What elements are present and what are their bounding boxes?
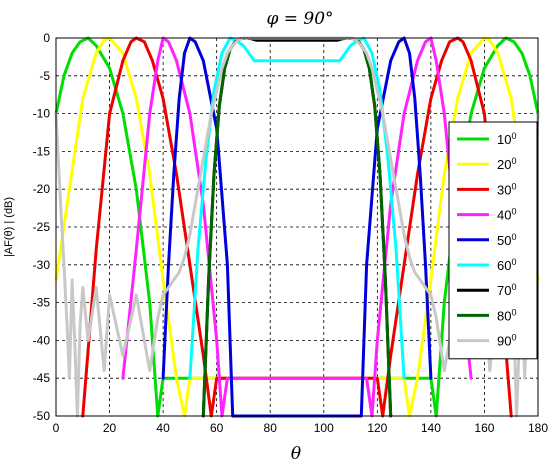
x-tick-label: 180 bbox=[528, 421, 548, 435]
legend-label: 300 bbox=[497, 181, 516, 197]
legend-label: 500 bbox=[497, 232, 516, 248]
y-axis-label: |AF(θ) | (dB) bbox=[3, 197, 15, 257]
y-tick-label: -35 bbox=[33, 296, 51, 310]
x-tick-label: 60 bbox=[210, 421, 224, 435]
series-line-40 bbox=[121, 36, 473, 418]
legend: 100 200 300 400 500 600 700 800 900 bbox=[448, 121, 538, 360]
legend-label: 100 bbox=[497, 131, 516, 147]
y-tick-label: -5 bbox=[39, 69, 50, 83]
legend-label: 600 bbox=[497, 257, 516, 273]
legend-label: 900 bbox=[497, 333, 516, 349]
y-tick-label: -10 bbox=[33, 107, 51, 121]
y-tick-label: -40 bbox=[33, 333, 51, 347]
y-tick-label: -15 bbox=[33, 144, 51, 158]
x-tick-label: 80 bbox=[264, 421, 278, 435]
x-tick-label: 120 bbox=[367, 421, 387, 435]
y-tick-label: 0 bbox=[43, 31, 50, 45]
legend-label: 700 bbox=[497, 282, 516, 298]
plot-frame bbox=[55, 37, 539, 417]
x-tick-label: 140 bbox=[421, 421, 441, 435]
x-axis-ticks: 0 20 40 60 80 100 120 140 160 180 bbox=[53, 421, 549, 435]
x-tick-label: 0 bbox=[53, 421, 60, 435]
y-tick-label: -45 bbox=[33, 371, 51, 385]
legend-label: 400 bbox=[497, 207, 516, 223]
y-tick-label: -30 bbox=[33, 258, 51, 272]
y-tick-label: -25 bbox=[33, 220, 51, 234]
x-tick-label: 160 bbox=[474, 421, 494, 435]
x-tick-label: 40 bbox=[156, 421, 170, 435]
x-axis-label: θ bbox=[291, 444, 301, 464]
legend-label: 800 bbox=[497, 307, 516, 323]
y-axis-ticks: 0 -5 -10 -15 -20 -25 -30 -35 -40 -45 -50 bbox=[33, 31, 51, 423]
y-tick-label: -50 bbox=[33, 409, 51, 423]
x-tick-label: 20 bbox=[103, 421, 117, 435]
legend-label: 200 bbox=[497, 156, 516, 172]
y-tick-label: -20 bbox=[33, 182, 51, 196]
chart-title: φ = 90° bbox=[266, 9, 333, 29]
x-tick-label: 100 bbox=[314, 421, 334, 435]
